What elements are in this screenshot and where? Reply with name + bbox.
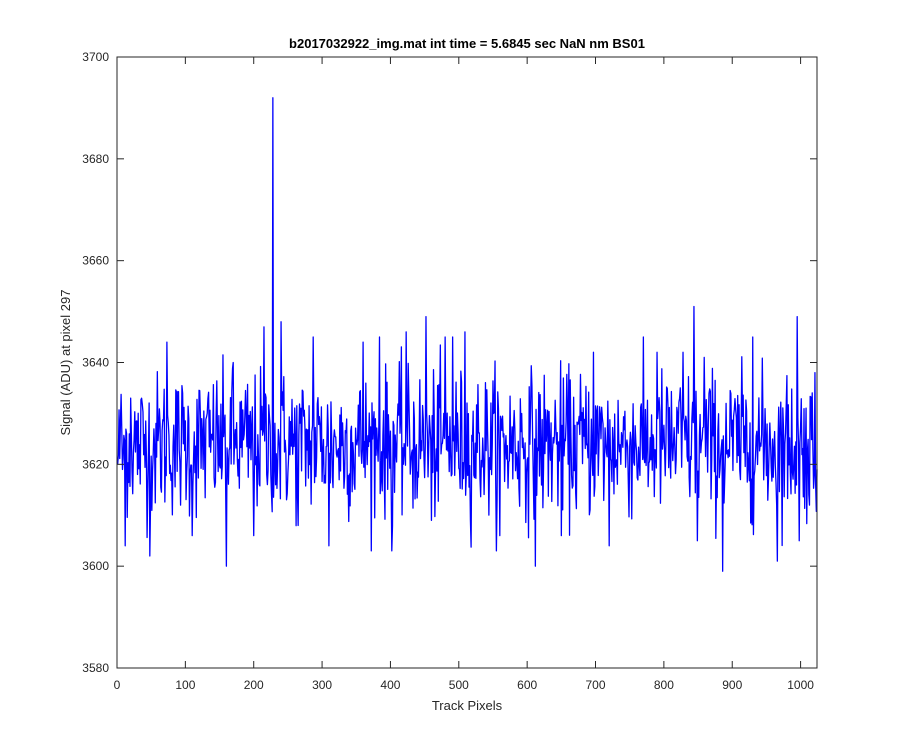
x-tick-label: 300 [312, 678, 332, 692]
y-axis-label: Signal (ADU) at pixel 297 [58, 290, 73, 436]
x-tick-label: 200 [244, 678, 264, 692]
x-tick-label: 900 [722, 678, 742, 692]
y-tick-label: 3680 [82, 152, 109, 166]
x-tick-label: 0 [114, 678, 121, 692]
y-axis: 3580 3600 3620 3640 3660 3680 3700 [82, 50, 817, 675]
x-axis: 0 100 200 300 400 500 600 700 800 900 1000 [114, 57, 814, 692]
y-tick-label: 3640 [82, 356, 109, 370]
series-layer [117, 97, 818, 572]
x-tick-label: 600 [517, 678, 537, 692]
x-tick-label: 800 [654, 678, 674, 692]
y-tick-label: 3620 [82, 457, 109, 471]
x-tick-label: 1000 [787, 678, 814, 692]
y-tick-label: 3660 [82, 254, 109, 268]
chart-title: b2017032922_img.mat int time = 5.6845 se… [289, 36, 645, 51]
y-tick-label: 3700 [82, 50, 109, 64]
plot-area [117, 57, 817, 668]
x-tick-label: 700 [586, 678, 606, 692]
x-axis-label: Track Pixels [432, 698, 503, 713]
x-tick-label: 400 [380, 678, 400, 692]
x-tick-label: 100 [175, 678, 195, 692]
y-tick-label: 3600 [82, 559, 109, 573]
y-tick-label: 3580 [82, 661, 109, 675]
x-tick-label: 500 [449, 678, 469, 692]
series-line [117, 97, 818, 572]
